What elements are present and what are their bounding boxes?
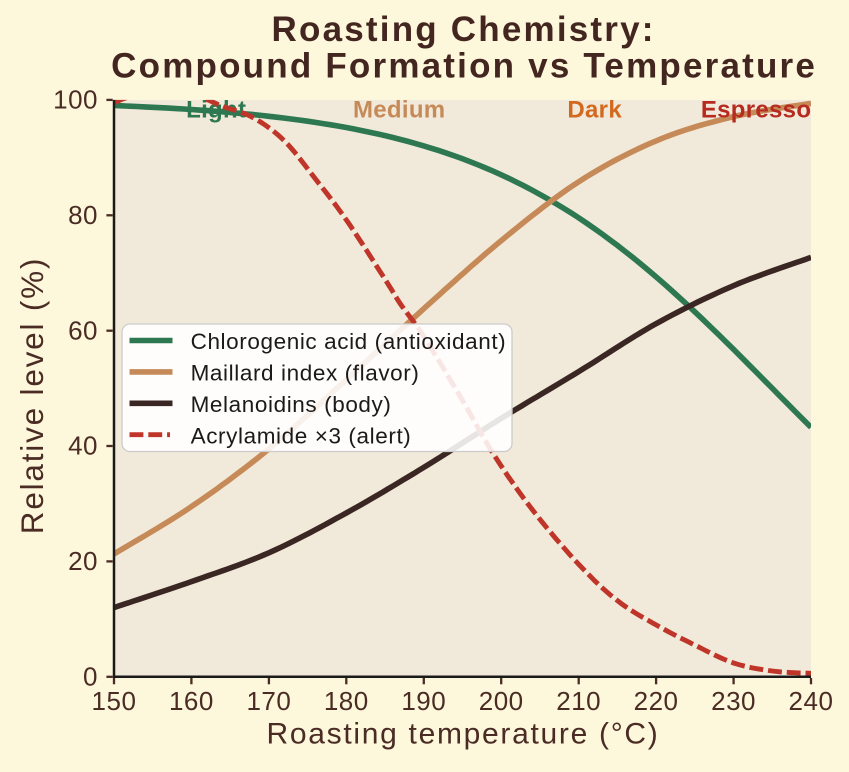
- svg-text:180: 180: [324, 686, 369, 716]
- svg-text:0: 0: [83, 662, 98, 692]
- svg-text:Compound Formation vs Temperat: Compound Formation vs Temperature: [111, 47, 817, 86]
- svg-text:200: 200: [479, 686, 524, 716]
- svg-text:190: 190: [401, 686, 446, 716]
- svg-text:210: 210: [556, 686, 601, 716]
- svg-text:100: 100: [53, 85, 98, 115]
- svg-text:Acrylamide ×3 (alert): Acrylamide ×3 (alert): [191, 423, 412, 448]
- svg-text:60: 60: [68, 315, 98, 345]
- svg-text:Chlorogenic acid (antioxidant): Chlorogenic acid (antioxidant): [191, 329, 507, 354]
- svg-text:150: 150: [92, 686, 137, 716]
- svg-text:Melanoidins (body): Melanoidins (body): [191, 392, 392, 417]
- svg-text:220: 220: [634, 686, 679, 716]
- svg-text:80: 80: [68, 200, 98, 230]
- svg-text:Maillard index (flavor): Maillard index (flavor): [191, 361, 420, 386]
- svg-text:40: 40: [68, 431, 98, 461]
- svg-text:Relative level (%): Relative level (%): [14, 257, 50, 534]
- svg-text:230: 230: [711, 686, 756, 716]
- svg-text:Espresso: Espresso: [701, 97, 811, 124]
- svg-text:Roasting Chemistry:: Roasting Chemistry:: [272, 10, 656, 49]
- svg-text:Light: Light: [186, 97, 246, 124]
- svg-text:Dark: Dark: [567, 97, 622, 124]
- svg-text:240: 240: [789, 686, 834, 716]
- svg-text:170: 170: [246, 686, 291, 716]
- svg-text:Medium: Medium: [353, 97, 445, 124]
- svg-text:160: 160: [169, 686, 214, 716]
- svg-text:20: 20: [68, 546, 98, 576]
- svg-text:Roasting temperature (°C): Roasting temperature (°C): [267, 718, 660, 751]
